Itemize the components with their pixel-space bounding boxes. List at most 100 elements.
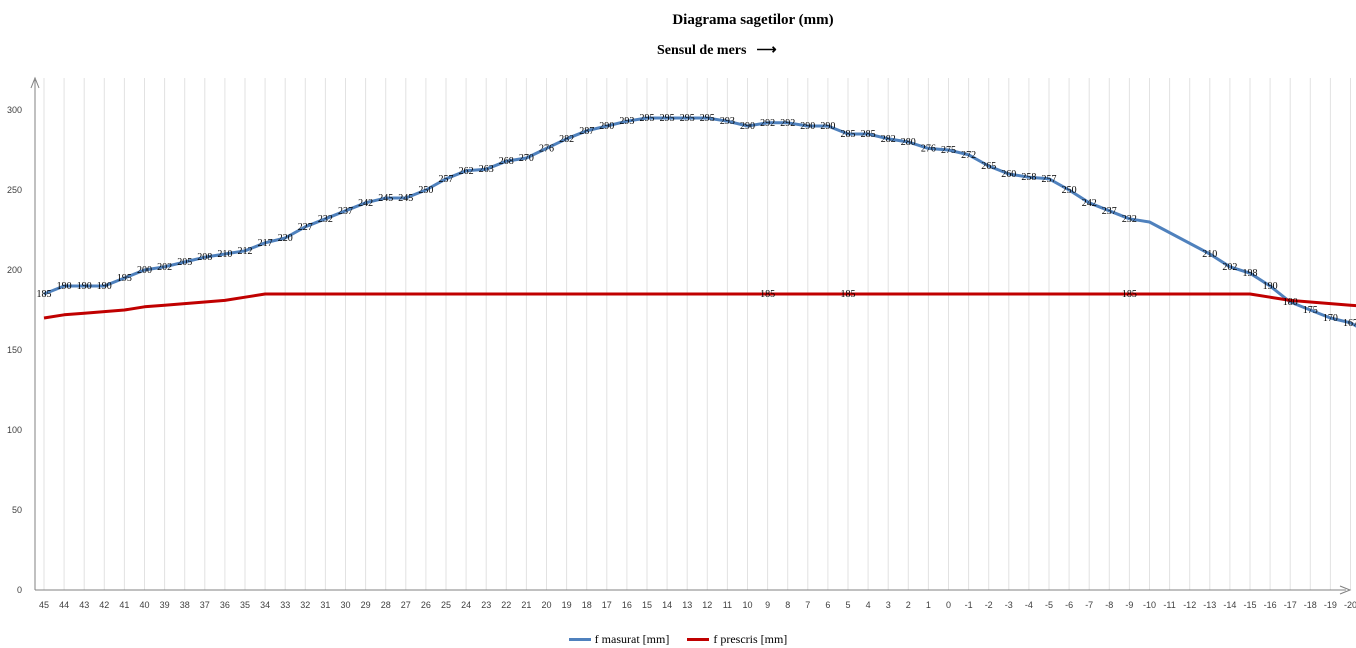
- x-tick-label: -15: [1243, 600, 1256, 610]
- x-tick-label: 2: [906, 600, 911, 610]
- data-label: 185: [841, 289, 856, 300]
- x-tick-label: 28: [381, 600, 391, 610]
- data-label: 258: [1021, 172, 1036, 183]
- data-label: 276: [921, 143, 936, 154]
- data-label: 217: [258, 238, 273, 249]
- x-tick-label: -14: [1223, 600, 1236, 610]
- x-tick-label: -1: [965, 600, 973, 610]
- x-tick-label: 4: [866, 600, 871, 610]
- x-tick-label: 10: [742, 600, 752, 610]
- x-tick-label: 16: [622, 600, 632, 610]
- x-tick-label: 21: [521, 600, 531, 610]
- x-tick-label: -7: [1085, 600, 1093, 610]
- legend-swatch-measured: [568, 638, 591, 641]
- x-tick-label: -3: [1005, 600, 1013, 610]
- data-label: 282: [881, 134, 896, 145]
- x-tick-label: 24: [461, 600, 471, 610]
- data-label: 282: [559, 134, 574, 145]
- y-tick-label: 100: [7, 425, 22, 435]
- data-label: 260: [1001, 169, 1016, 180]
- data-label: 287: [579, 126, 594, 137]
- data-label: 285: [841, 129, 856, 140]
- x-tick-label: -13: [1203, 600, 1216, 610]
- x-tick-label: -11: [1163, 600, 1175, 610]
- chart-title: Diagrama sagetilor (mm): [0, 12, 1356, 29]
- data-label: 175: [1303, 305, 1318, 316]
- x-tick-label: -8: [1105, 600, 1113, 610]
- x-tick-label: 5: [845, 600, 850, 610]
- data-label: 185: [37, 289, 52, 300]
- data-label: 185: [1122, 289, 1137, 300]
- x-tick-label: 32: [300, 600, 310, 610]
- data-label: 272: [961, 150, 976, 161]
- data-label: 167: [1343, 318, 1356, 329]
- x-tick-label: 40: [139, 600, 149, 610]
- x-tick-label: 23: [481, 600, 491, 610]
- direction-label: Sensul de mers ⟶: [657, 42, 777, 59]
- legend-label-measured: f masurat [mm]: [594, 632, 670, 646]
- x-tick-label: 26: [421, 600, 431, 610]
- data-label: 265: [981, 161, 996, 172]
- y-tick-label: 0: [17, 585, 22, 595]
- data-label: 190: [1263, 281, 1278, 292]
- x-tick-label: 11: [723, 600, 732, 610]
- y-axis-arrowhead: [30, 76, 40, 89]
- data-label: 242: [1082, 198, 1097, 209]
- data-label: 245: [378, 193, 393, 204]
- x-tick-label: 37: [200, 600, 210, 610]
- x-tick-label: -19: [1324, 600, 1337, 610]
- data-label: 268: [499, 156, 514, 167]
- data-label: 295: [680, 113, 695, 124]
- series-line-prescribed: [43, 292, 1356, 320]
- x-tick-label: -10: [1143, 600, 1156, 610]
- data-label: 285: [861, 129, 876, 140]
- x-tick-label: 43: [79, 600, 89, 610]
- data-label: 270: [519, 153, 534, 164]
- data-label: 295: [660, 113, 675, 124]
- data-label: 232: [318, 214, 333, 225]
- x-tick-label: 33: [280, 600, 290, 610]
- data-label: 275: [941, 145, 956, 156]
- data-label: 250: [418, 185, 433, 196]
- data-label: 293: [720, 116, 735, 127]
- data-label: 293: [619, 116, 634, 127]
- data-label: 257: [1042, 174, 1057, 185]
- data-label: 280: [901, 137, 916, 148]
- data-label: 263: [479, 164, 494, 175]
- data-label: 250: [1062, 185, 1077, 196]
- direction-text: Sensul de mers: [657, 42, 747, 58]
- legend-swatch-prescribed: [687, 638, 710, 641]
- x-axis-arrowhead: [1339, 585, 1352, 595]
- data-label: 208: [197, 252, 212, 263]
- x-tick-label: 31: [320, 600, 330, 610]
- x-tick-label: 30: [340, 600, 350, 610]
- data-label: 220: [278, 233, 293, 244]
- x-tick-label: 36: [220, 600, 230, 610]
- legend-item-prescribed: f prescris [mm]: [687, 632, 787, 647]
- x-tick-label: 15: [642, 600, 652, 610]
- x-tick-label: 25: [441, 600, 451, 610]
- data-label: 295: [640, 113, 655, 124]
- data-label: 245: [398, 193, 413, 204]
- x-tick-label: 41: [119, 600, 129, 610]
- data-label: 210: [1202, 249, 1217, 260]
- data-label: 227: [298, 222, 313, 233]
- data-label: 190: [57, 281, 72, 292]
- data-label: 276: [539, 143, 554, 154]
- x-tick-label: 7: [805, 600, 810, 610]
- y-tick-label: 300: [7, 105, 22, 115]
- series-lines: [43, 116, 1356, 328]
- y-tick-label: 250: [7, 185, 22, 195]
- y-tick-label: 150: [7, 345, 22, 355]
- data-label: 212: [238, 246, 253, 257]
- legend-item-measured: f masurat [mm]: [568, 632, 670, 647]
- x-tick-label: -12: [1183, 600, 1196, 610]
- axes: [30, 76, 1352, 595]
- x-tick-label: 29: [361, 600, 371, 610]
- data-label: 292: [780, 118, 795, 129]
- data-label: 257: [439, 174, 454, 185]
- data-label: 290: [599, 121, 614, 132]
- data-label: 195: [117, 273, 132, 284]
- x-tick-label: -17: [1284, 600, 1297, 610]
